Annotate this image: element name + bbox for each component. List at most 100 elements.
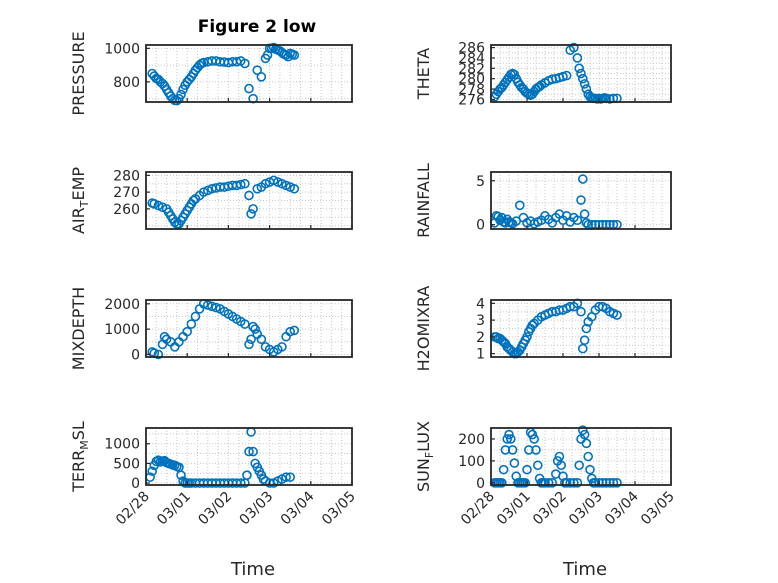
y-tick-label: 286 [458, 41, 485, 57]
x-axis-label: Time [230, 559, 275, 580]
data-point [244, 190, 254, 201]
data-point [612, 310, 622, 320]
y-tick-label: 276 [458, 92, 485, 108]
data-point [502, 434, 513, 444]
x-tick-label: 03/03 [566, 489, 606, 529]
x-tick-label: 03/01 [494, 489, 534, 529]
x-tick-label: 03/03 [237, 489, 277, 529]
data-point [176, 470, 186, 480]
series-terr-msl [145, 427, 296, 488]
data-point [244, 339, 254, 350]
series-theta [489, 42, 622, 104]
data-point [505, 434, 516, 444]
data-point [612, 478, 622, 488]
axes-frame [490, 171, 672, 230]
y-tick-label: 2000 [104, 297, 140, 313]
data-point [244, 83, 254, 94]
data-point [572, 478, 583, 488]
data-point [190, 311, 201, 322]
data-point [235, 179, 246, 190]
y-tick-label: 1000 [104, 322, 140, 338]
data-point [244, 446, 254, 457]
data-point [496, 478, 507, 488]
data-point [608, 478, 619, 488]
data-point [556, 460, 567, 471]
data-point [248, 204, 258, 214]
data-point [240, 58, 250, 69]
data-point [527, 320, 538, 330]
data-point [527, 429, 538, 440]
data-point [250, 324, 260, 334]
data-point [507, 445, 518, 455]
axes-frame [490, 427, 672, 486]
data-point [509, 458, 520, 468]
x-tick-label: 03/04 [278, 488, 318, 528]
y-tick-label: 1 [476, 347, 485, 363]
data-point [531, 445, 541, 455]
data-point [281, 472, 291, 482]
data-point [576, 68, 586, 79]
grid-air-temp [145, 172, 353, 229]
y-tick-label: 100 [458, 454, 485, 470]
data-point [574, 460, 585, 471]
data-point [147, 466, 157, 477]
y-tick-label: 282 [458, 61, 485, 77]
data-point [543, 478, 554, 488]
data-point [248, 321, 258, 332]
grid-terr-msl [145, 428, 353, 485]
y-tick-label: 2 [476, 330, 485, 346]
data-point [574, 63, 585, 74]
series-rainfall [489, 174, 622, 230]
data-point [153, 349, 164, 360]
axes-frame [145, 427, 353, 486]
series-sun-flux [489, 425, 622, 488]
data-point [182, 326, 192, 337]
data-point [579, 209, 590, 219]
data-point [576, 306, 586, 317]
data-point [577, 73, 588, 84]
y-tick-label: 260 [113, 202, 140, 218]
axes-frame [145, 44, 353, 103]
axes-frame [145, 171, 353, 230]
y-tick-label: 284 [458, 51, 485, 67]
panel-terr-msl: 0 500 1000 02/28 03/01 03/02 03/03 03/04 03/05 TE… [69, 421, 359, 580]
panel-mixdepth: 0 1000 2000 MIXDEPTH [69, 287, 353, 370]
data-point [577, 343, 588, 354]
data-point [176, 89, 186, 100]
y-tick-label: 1000 [104, 41, 140, 57]
data-point [581, 323, 592, 334]
data-point [579, 79, 590, 89]
data-point [235, 478, 246, 488]
y-tick-label: 3 [476, 313, 485, 329]
y-axis-label: MIXDEPTH [69, 287, 88, 370]
data-point [554, 451, 565, 462]
data-point [256, 72, 267, 82]
y-axis-label: TERRMSL [69, 421, 91, 493]
y-axis-label: RAINFALL [414, 163, 433, 238]
data-point [581, 218, 592, 228]
data-point [520, 478, 531, 488]
series-h2omixra [489, 298, 622, 359]
data-point [252, 65, 263, 75]
data-point [568, 42, 579, 53]
data-point [285, 326, 296, 337]
data-point [207, 301, 217, 312]
series-air-temp [147, 175, 300, 229]
y-axis-label: THETA [414, 48, 433, 100]
y-tick-label: 0 [476, 476, 485, 492]
data-point [289, 183, 300, 194]
data-point [277, 342, 287, 352]
data-point [568, 478, 579, 488]
y-tick-label: 800 [113, 75, 140, 91]
data-point [522, 332, 532, 342]
y-axis-label: PRESSURE [69, 31, 88, 115]
x-tick-label: 03/01 [154, 489, 194, 529]
x-tick-label: 03/05 [319, 489, 359, 529]
data-point [246, 427, 256, 437]
y-axis-label: AIRTEMP [69, 167, 91, 234]
data-point [577, 174, 588, 184]
